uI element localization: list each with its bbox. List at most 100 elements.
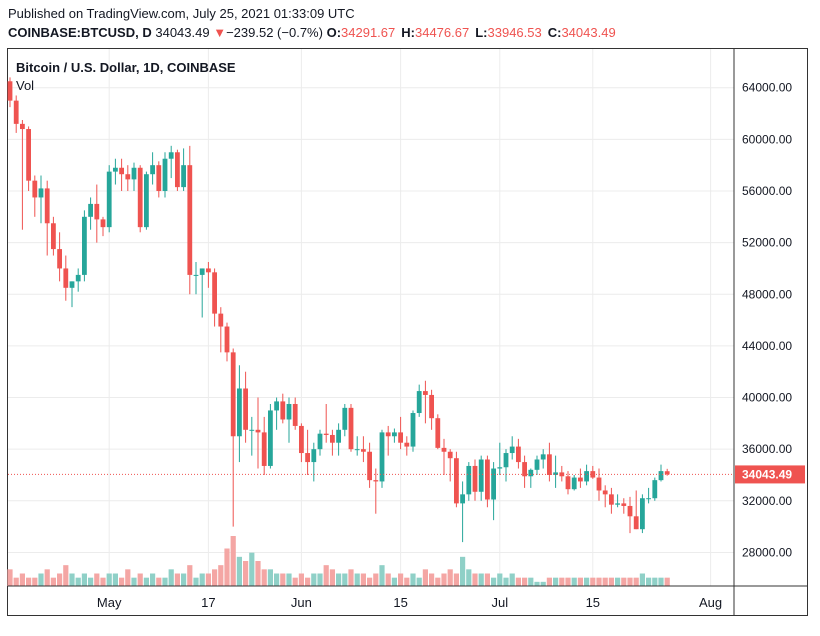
ohlc-header: COINBASE:BTCUSD, D 34043.49 ▼−239.52 (−0… <box>8 25 622 40</box>
volume-bar <box>224 548 230 586</box>
x-tick-label: 15 <box>586 595 600 610</box>
chart-title: Bitcoin / U.S. Dollar, 1D, COINBASE <box>16 60 236 75</box>
y-tick-label: 56000.00 <box>742 184 792 198</box>
volume-bar <box>360 573 366 586</box>
candle-body <box>261 432 267 466</box>
volume-bar <box>125 569 131 586</box>
volume-bar <box>267 569 273 586</box>
volume-bar <box>131 577 137 586</box>
candle-body <box>26 129 31 181</box>
candle-body <box>633 516 639 530</box>
candle-body <box>547 454 552 475</box>
volume-bar <box>19 573 25 586</box>
volume-bar <box>571 577 577 586</box>
volume-bar <box>460 556 466 586</box>
volume-bar <box>472 573 478 586</box>
candle-body <box>144 174 149 228</box>
volume-bar <box>329 569 335 586</box>
candle-body <box>509 446 515 454</box>
candle-body <box>168 152 174 159</box>
candle-body <box>193 274 199 276</box>
volume-bar <box>342 573 348 586</box>
candle-body <box>317 433 323 450</box>
candle-body <box>230 352 236 437</box>
volume-bar <box>646 577 652 586</box>
volume-bar <box>621 577 627 586</box>
volume-bar <box>317 573 323 586</box>
candle-body <box>348 407 354 450</box>
candle-body <box>627 505 633 517</box>
y-tick-label: 28000.00 <box>742 545 792 559</box>
volume-bar <box>286 573 292 586</box>
volume-bar <box>422 569 428 586</box>
volume-bar <box>509 573 515 586</box>
candle-body <box>621 503 627 506</box>
volume-bar <box>522 577 528 586</box>
candle-body <box>485 459 490 500</box>
candle-body <box>175 152 180 188</box>
volume-bar <box>249 552 255 586</box>
y-tick-label: 44000.00 <box>742 339 792 353</box>
candle-body <box>13 100 19 124</box>
volume-bar <box>379 565 385 586</box>
candle-body <box>44 188 50 224</box>
volume-bar <box>652 577 658 586</box>
volume-bar <box>323 565 329 586</box>
volume-bar <box>94 573 100 586</box>
candle-body <box>69 281 75 288</box>
candle-body <box>584 471 589 482</box>
candle-body <box>218 313 224 327</box>
y-tick-label: 60000.00 <box>742 132 792 146</box>
volume-bar <box>404 577 410 586</box>
candle-body <box>404 442 410 447</box>
volume-bar <box>205 573 211 586</box>
candle-body <box>596 477 602 491</box>
candle-body <box>354 449 360 451</box>
open-value: 34291.67 <box>341 25 396 40</box>
candle-body <box>379 432 385 482</box>
volume-bar <box>528 577 534 586</box>
volume-bar <box>38 573 44 586</box>
close-value: 34043.49 <box>561 25 616 40</box>
volume-bar <box>503 577 509 586</box>
x-tick-label: Jun <box>291 595 312 610</box>
close-label: C: <box>547 25 562 40</box>
volume-bar <box>181 573 187 586</box>
candle-body <box>361 449 366 452</box>
volume-bar <box>150 573 156 586</box>
candle-body <box>94 203 100 220</box>
volume-bar <box>596 577 602 586</box>
candle-body <box>255 429 261 433</box>
candle-body <box>466 465 472 495</box>
volume-bar <box>429 573 435 586</box>
low-label: L: <box>475 25 488 40</box>
volume-bar <box>534 581 540 586</box>
candle-body <box>38 188 44 198</box>
volume-bar <box>298 573 304 586</box>
candle-body <box>212 272 217 314</box>
candle-body <box>63 268 69 288</box>
y-tick-label: 64000.00 <box>742 81 792 95</box>
volume-bar <box>540 581 546 586</box>
volume-bar <box>230 536 236 586</box>
candle-body <box>336 429 341 443</box>
candle-body <box>540 454 546 460</box>
candle-body <box>274 401 279 411</box>
candle-body <box>646 498 651 500</box>
volume-bar <box>32 577 38 586</box>
volume-bar <box>553 577 559 586</box>
candle-body <box>516 446 521 463</box>
volume-bar <box>88 577 94 586</box>
candle-body <box>478 459 484 492</box>
candle-body <box>664 471 670 475</box>
volume-bar <box>81 573 87 586</box>
volume-bar <box>261 569 267 586</box>
volume-bars <box>7 536 670 586</box>
candle-body <box>429 394 434 419</box>
volume-bar <box>410 573 416 586</box>
candle-body <box>299 425 304 454</box>
volume-label: Vol <box>16 78 35 93</box>
volume-bar <box>336 573 342 586</box>
volume-bar <box>627 577 633 586</box>
